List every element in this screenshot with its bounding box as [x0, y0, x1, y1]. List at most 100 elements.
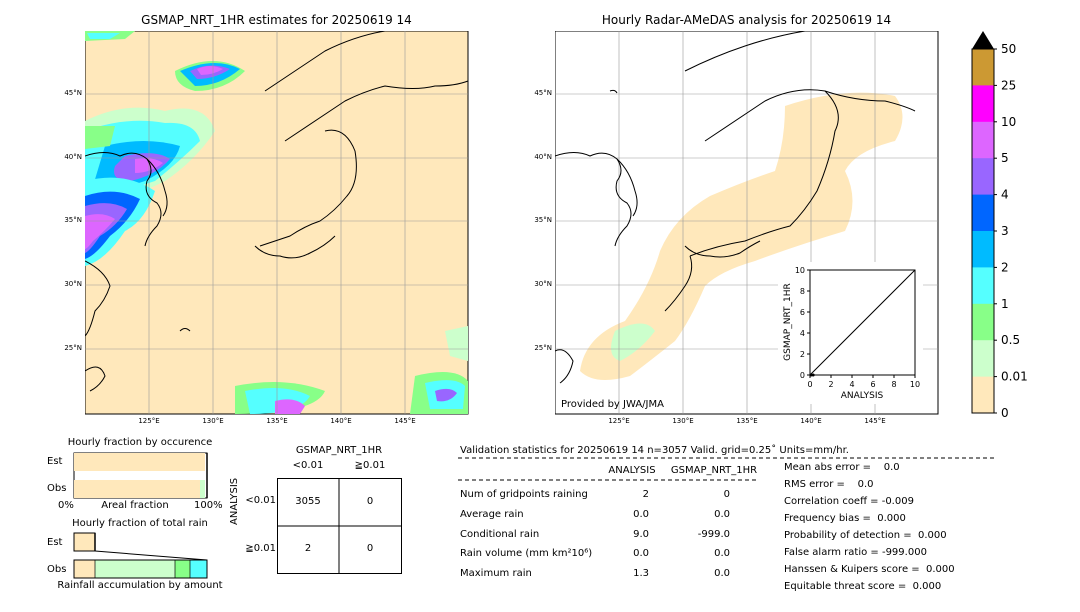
contingency-row-header: ≧0.01 — [245, 543, 276, 554]
validation-row-analysis: 0.0 — [633, 509, 649, 520]
obs-total-seg-4 — [190, 560, 207, 578]
validation-row-gsmap: 0.0 — [714, 509, 730, 520]
colorbar-label: 10 — [1001, 115, 1016, 129]
validation-row-gsmap: 0.0 — [714, 568, 730, 579]
contingency-cell: 0 — [366, 543, 374, 554]
right-lon-label: 140°E — [800, 417, 822, 425]
total-est-label: Est — [47, 537, 63, 548]
colorbar-cell — [972, 303, 994, 341]
scatter-ytick-label: 2 — [800, 350, 805, 359]
scatter-point — [811, 373, 815, 377]
right-lat-label: 25°N — [534, 344, 552, 352]
colorbar-cell — [972, 376, 994, 414]
colorbar-cell — [972, 121, 994, 159]
validation-divider — [458, 457, 996, 459]
colorbar-cell — [972, 85, 994, 123]
validation-row-label: Conditional rain — [460, 529, 540, 540]
left-lat-label: 30°N — [64, 280, 82, 288]
validation-row-label: Num of gridpoints raining — [460, 489, 588, 500]
total-rain-footer: Rainfall accumulation by amount — [57, 580, 223, 591]
contingency-row-axis: ANALYSIS — [229, 477, 240, 525]
scatter-xtick-label: 4 — [849, 380, 854, 389]
left-map-title: GSMAP_NRT_1HR estimates for 20250619 14 — [141, 13, 412, 27]
right-lon-label: 130°E — [672, 417, 694, 425]
validation-row-label: Maximum rain — [460, 568, 532, 579]
contingency-col-header: <0.01 — [292, 460, 324, 471]
occurrence-est-label: Est — [47, 456, 63, 467]
score-line: Hanssen & Kuipers score = 0.000 — [784, 564, 955, 575]
total-rain-title: Hourly fraction of total rain — [72, 518, 208, 529]
scatter-ytick-label: 0 — [800, 371, 805, 380]
scatter-ytick-label: 8 — [800, 287, 805, 296]
left-lat-label: 25°N — [64, 344, 82, 352]
est-occurrence-bar — [74, 453, 205, 471]
score-line: RMS error = 0.0 — [784, 479, 874, 490]
validation-header: Validation statistics for 20250619 14 n=… — [460, 445, 849, 456]
colorbar-cell — [972, 194, 994, 232]
validation-row-label: Average rain — [460, 509, 524, 520]
contingency-cell: 3055 — [295, 496, 321, 507]
validation-row-analysis: 9.0 — [633, 529, 649, 540]
contingency-col-header: ≧0.01 — [354, 460, 386, 471]
colorbar-label: 0 — [1001, 406, 1009, 420]
validation-row-analysis: 2 — [642, 489, 649, 500]
colorbar-arrow — [972, 31, 994, 49]
colorbar-label: 2 — [1001, 260, 1009, 274]
left-lon-label: 135°E — [266, 417, 288, 425]
occurrence-x-min: 0% — [58, 500, 74, 511]
colorbar-label: 4 — [1001, 188, 1009, 202]
est-total-bar — [73, 532, 96, 552]
colorbar-cell — [972, 158, 994, 196]
left-map — [85, 31, 469, 415]
left-lon-label: 130°E — [202, 417, 224, 425]
left-lon-label: 140°E — [330, 417, 352, 425]
left-rain-area — [85, 31, 468, 414]
colorbar: 50 25 10 5 4 3 2 1 0.5 0.01 0 — [971, 31, 1028, 420]
left-map-coastline — [85, 31, 469, 392]
validation-row-gsmap: -999.0 — [697, 529, 730, 540]
obs-occurrence-bar — [74, 480, 200, 498]
scatter-xlabel: ANALYSIS — [841, 391, 884, 401]
right-map-credit: Provided by JWA/JMA — [561, 399, 664, 410]
left-lat-label: 45°N — [64, 89, 82, 97]
scatter-xtick-label: 2 — [828, 380, 833, 389]
contingency-row-header: <0.01 — [245, 495, 276, 506]
contingency-grid — [277, 478, 402, 574]
score-line: Correlation coeff = -0.009 — [784, 496, 914, 507]
left-lon-label: 145°E — [394, 417, 416, 425]
contingency-title: GSMAP_NRT_1HR — [295, 445, 383, 456]
right-coverage-area — [580, 92, 903, 381]
scatter-xtick-label: 6 — [870, 380, 875, 389]
left-lat-label: 40°N — [64, 153, 82, 161]
colorbar-label: 50 — [1001, 42, 1016, 56]
contingency-cell: 2 — [304, 543, 312, 554]
score-line: False alarm ratio = -999.000 — [784, 547, 927, 558]
right-map-coastline — [555, 31, 916, 384]
colorbar-cell — [972, 267, 994, 305]
score-line: Mean abs error = 0.0 — [784, 462, 900, 473]
scatter-xtick-label: 8 — [891, 380, 896, 389]
right-lat-label: 35°N — [534, 216, 552, 224]
left-lat-label: 35°N — [64, 216, 82, 224]
colorbar-cell — [972, 340, 994, 378]
colorbar-label: 0.5 — [1001, 333, 1020, 347]
scatter-ytick-label: 4 — [800, 329, 805, 338]
right-map-grid — [555, 31, 938, 414]
scatter-xtick-label: 10 — [910, 380, 920, 389]
diagonal-line — [809, 269, 916, 376]
right-lon-label: 145°E — [864, 417, 886, 425]
scatter-ytick-label: 6 — [800, 308, 805, 317]
occurrence-obs-label: Obs — [47, 483, 67, 494]
colorbar-cell — [972, 49, 994, 86]
validation-row-analysis: 0.0 — [633, 548, 649, 559]
right-lat-label: 45°N — [534, 89, 552, 97]
scatter-ytick-label: 10 — [795, 266, 805, 275]
obs-occurrence-rain — [200, 480, 205, 498]
scatter-ylabel: GSMAP_NRT_1HR — [783, 283, 793, 361]
colorbar-label: 3 — [1001, 224, 1009, 238]
contingency-cell: 0 — [366, 496, 374, 507]
occurrence-x-title: Areal fraction — [101, 500, 169, 511]
scatter-plot: 0 2 4 6 8 10 0 2 4 6 8 10 ANALYSIS GSMAP_NRT_1HR — [778, 262, 923, 404]
validation-row-analysis: 1.3 — [633, 568, 649, 579]
colorbar-label: 25 — [1001, 78, 1016, 92]
